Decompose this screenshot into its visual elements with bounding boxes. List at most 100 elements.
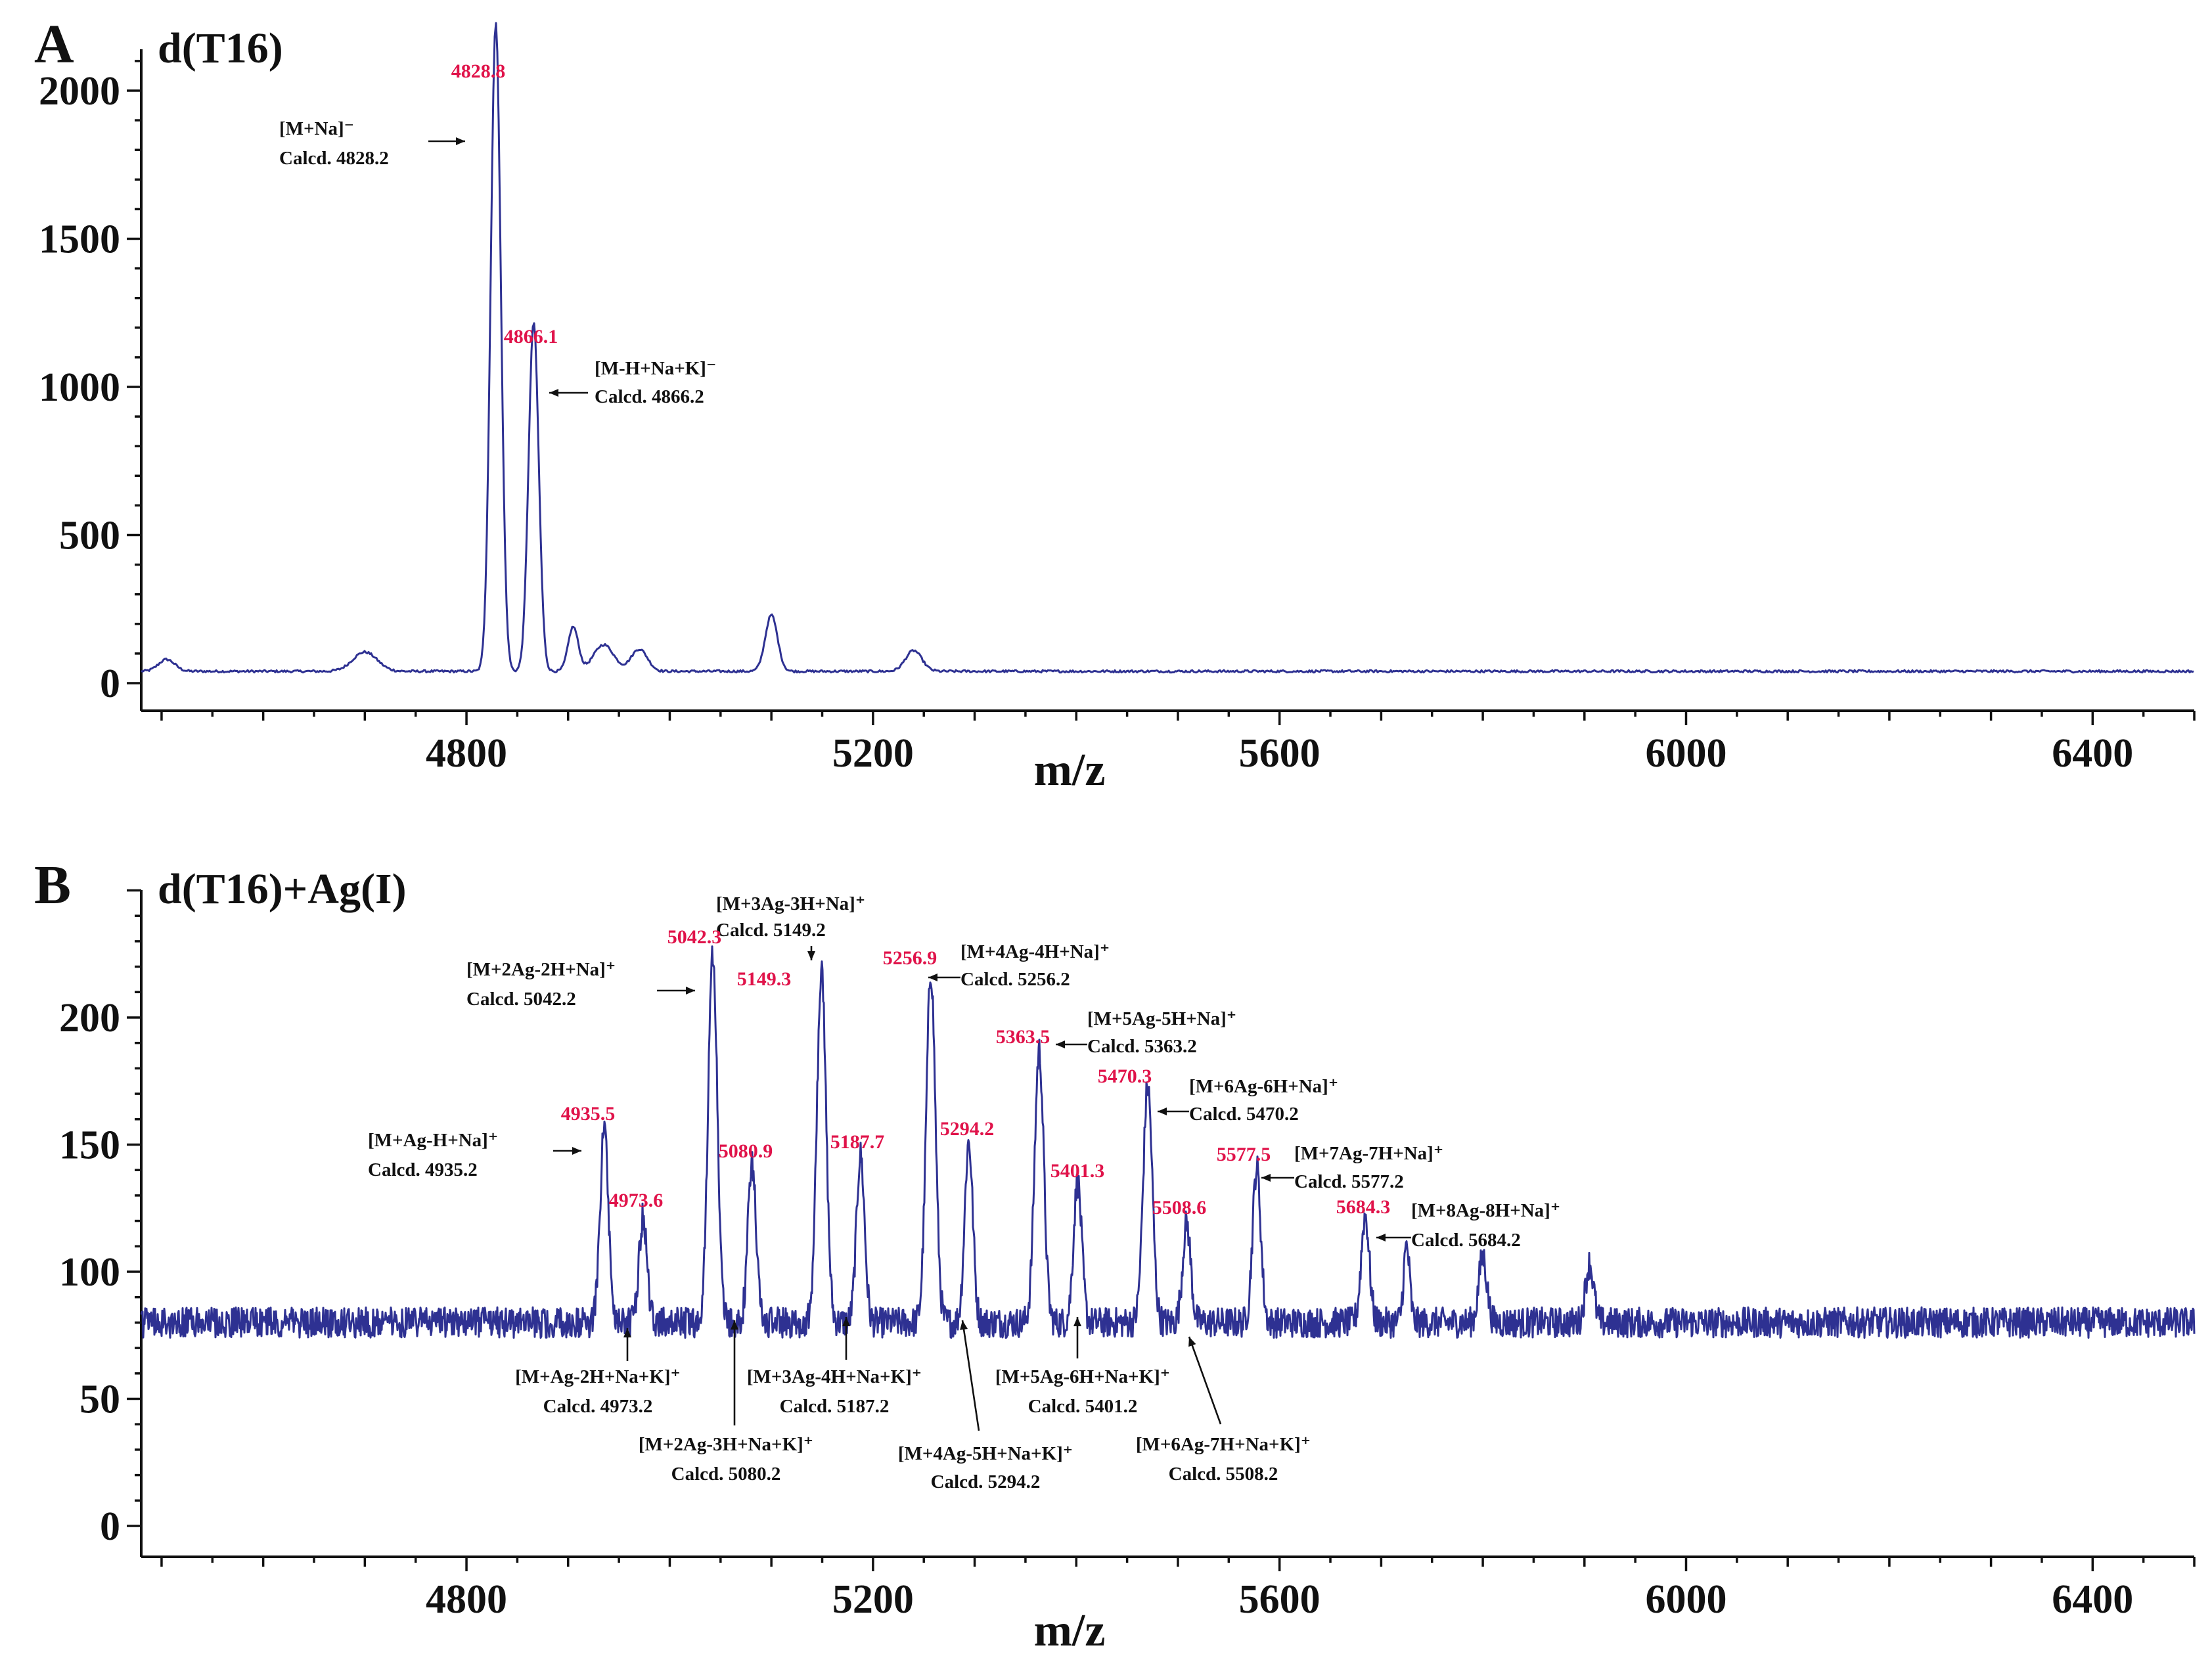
calculated-mass: Calcd. 5470.2 (1189, 1104, 1299, 1125)
calculated-mass: Calcd. 5080.2 (671, 1464, 781, 1485)
ion-formula: [M+6Ag-7H+Na+K]⁺ (1136, 1434, 1311, 1455)
panel-b-title: d(T16)+Ag(I) (158, 865, 407, 913)
ion-formula: [M+4Ag-4H+Na]⁺ (960, 941, 1110, 962)
panel-b-spectrum-trace (140, 945, 2196, 1339)
panel-a-ion-annotation: [M+Na]⁻ Calcd. 4828.2 (279, 118, 465, 169)
panel-b-peak-label: 5577.5 (1217, 1144, 1271, 1165)
panel-a-peak-label: 4866.1 (504, 326, 558, 347)
arrow-head (731, 1320, 738, 1330)
ion-formula: [M+3Ag-4H+Na+K]⁺ (747, 1366, 922, 1387)
arrow-head (572, 1147, 581, 1155)
panel-b-peak-label: 5401.3 (1050, 1160, 1105, 1182)
arrow-shaft (961, 1320, 980, 1431)
panel-b-y-tick-label: 50 (79, 1377, 120, 1422)
panel-b-ion-annotation: [M+3Ag-3H+Na]⁺ Calcd. 5149.2 (716, 893, 865, 960)
panel-a-x-axis-title: m/z (1034, 745, 1106, 795)
calculated-mass: Calcd. 5256.2 (960, 969, 1070, 990)
arrow-head (928, 973, 937, 981)
panel-b-y-tick-label: 0 (100, 1504, 120, 1549)
calculated-mass: Calcd. 5401.2 (1028, 1396, 1138, 1417)
calculated-mass: Calcd. 5187.2 (780, 1396, 890, 1417)
arrow-head (1261, 1174, 1271, 1182)
calculated-mass: Calcd. 4828.2 (279, 148, 389, 169)
ion-formula: [M+3Ag-3H+Na]⁺ (716, 893, 865, 914)
calculated-mass: Calcd. 5577.2 (1294, 1171, 1404, 1192)
arrow-head (1376, 1234, 1386, 1242)
calculated-mass: Calcd. 4973.2 (543, 1396, 653, 1417)
panel-a-peak-label: 4828.8 (451, 60, 506, 82)
arrow-head (842, 1317, 850, 1326)
panel-b-x-tick-label: 5200 (832, 1577, 914, 1622)
ion-formula: [M+Ag-2H+Na+K]⁺ (515, 1366, 681, 1387)
calculated-mass: Calcd. 4935.2 (368, 1159, 478, 1180)
ion-formula: [M+8Ag-8H+Na]⁺ (1411, 1200, 1560, 1221)
panel-a-y-tick-label: 2000 (39, 69, 120, 114)
arrow-head (686, 987, 695, 995)
panel-b-ion-annotation: [M+8Ag-8H+Na]⁺ Calcd. 5684.2 (1376, 1200, 1560, 1251)
panel-b-peak-label: 5294.2 (940, 1118, 995, 1140)
panel-b-x-tick-label: 5600 (1239, 1577, 1320, 1622)
panel-b-peak-label: 4935.5 (561, 1103, 616, 1125)
panel-a-x-tick-label: 5200 (832, 731, 914, 776)
panel-b-peak-label: 5149.3 (737, 968, 792, 990)
panel-b-ion-annotation: [M+6Ag-7H+Na+K]⁺ Calcd. 5508.2 (1136, 1336, 1311, 1485)
panel-a: A d(T16) m/z 4800 5200 5600 6000 6400 0 500 100… (34, 14, 2196, 795)
panel-b-ion-annotation: [M+7Ag-7H+Na]⁺ Calcd. 5577.2 (1261, 1143, 1443, 1192)
panel-b-ion-annotation: [M+5Ag-6H+Na+K]⁺ Calcd. 5401.2 (995, 1317, 1170, 1417)
panel-b-x-tick-label: 6000 (1645, 1577, 1727, 1622)
panel-b-y-tick-label: 100 (59, 1250, 120, 1295)
calculated-mass: Calcd. 5684.2 (1411, 1230, 1521, 1251)
calculated-mass: Calcd. 5508.2 (1169, 1464, 1278, 1485)
calculated-mass: Calcd. 5294.2 (931, 1471, 1041, 1492)
panel-b-y-tick-label: 200 (59, 996, 120, 1041)
panel-b-peak-label: 5363.5 (996, 1026, 1050, 1048)
panel-b-x-axis-title: m/z (1034, 1605, 1106, 1656)
arrow-head (549, 389, 558, 397)
ion-formula: [M+6Ag-6H+Na]⁺ (1189, 1076, 1338, 1097)
ion-formula: [M+Ag-H+Na]⁺ (368, 1130, 498, 1151)
panel-b-peak-label: 5684.3 (1336, 1196, 1391, 1218)
ion-formula: [M+4Ag-5H+Na+K]⁺ (898, 1443, 1073, 1464)
arrow-head (1188, 1337, 1196, 1347)
panel-b-x-tick-label: 4800 (426, 1577, 507, 1622)
panel-a-ion-annotation: [M-H+Na+K]⁻ Calcd. 4866.2 (549, 358, 716, 407)
ion-formula: [M+2Ag-3H+Na+K]⁺ (639, 1434, 813, 1455)
calculated-mass: Calcd. 5042.2 (466, 989, 576, 1010)
panel-b-ion-annotation: [M+5Ag-5H+Na]⁺ Calcd. 5363.2 (1056, 1008, 1236, 1057)
panel-a-y-tick-label: 1000 (39, 365, 120, 410)
panel-a-y-tick-label: 0 (100, 661, 120, 706)
panel-b-ion-annotation: [M+4Ag-4H+Na]⁺ Calcd. 5256.2 (928, 941, 1110, 990)
panel-a-x-tick-label: 6000 (1645, 731, 1727, 776)
ion-formula: [M-H+Na+K]⁻ (595, 358, 716, 379)
arrow-shaft (1188, 1336, 1222, 1425)
panel-letter-b: B (34, 855, 71, 916)
panel-b-peak-label: 5080.9 (719, 1140, 773, 1162)
ion-formula: [M+5Ag-5H+Na]⁺ (1087, 1008, 1236, 1029)
panel-b-ion-annotation: [M+Ag-H+Na]⁺ Calcd. 4935.2 (368, 1130, 581, 1180)
ion-formula: [M+Na]⁻ (279, 118, 354, 139)
panel-a-x-tick-label: 4800 (426, 731, 507, 776)
panel-a-x-tick-label: 6400 (2052, 731, 2133, 776)
panel-b-peak-label: 5187.7 (830, 1131, 885, 1153)
panel-b-ion-annotation: [M+Ag-2H+Na+K]⁺ Calcd. 4973.2 (515, 1328, 681, 1417)
panel-b-peak-label: 5470.3 (1098, 1065, 1152, 1087)
panel-b: B d(T16)+Ag(I) m/z 4800 5200 5600 6000 6400 0… (34, 855, 2196, 1656)
calculated-mass: Calcd. 4866.2 (595, 386, 704, 407)
arrow-head (1073, 1317, 1081, 1326)
panel-a-x-tick-label: 5600 (1239, 731, 1320, 776)
ion-formula: [M+2Ag-2H+Na]⁺ (466, 959, 616, 980)
panel-b-peak-label: 4973.6 (609, 1190, 664, 1211)
panel-b-ion-annotation: [M+6Ag-6H+Na]⁺ Calcd. 5470.2 (1158, 1076, 1338, 1125)
panel-b-ion-annotation: [M+2Ag-2H+Na]⁺ Calcd. 5042.2 (466, 959, 695, 1010)
panel-a-y-tick-label: 1500 (39, 217, 120, 262)
arrow-head (807, 951, 815, 960)
panel-a-spectrum-trace (141, 22, 2194, 674)
arrow-head (1056, 1041, 1065, 1048)
arrow-head (456, 137, 465, 145)
panel-b-peak-label: 5256.9 (883, 947, 937, 969)
ion-formula: [M+7Ag-7H+Na]⁺ (1294, 1143, 1443, 1164)
calculated-mass: Calcd. 5363.2 (1087, 1036, 1197, 1057)
panel-b-ion-annotation: [M+2Ag-3H+Na+K]⁺ Calcd. 5080.2 (639, 1320, 813, 1485)
panel-b-x-tick-label: 6400 (2052, 1577, 2133, 1622)
